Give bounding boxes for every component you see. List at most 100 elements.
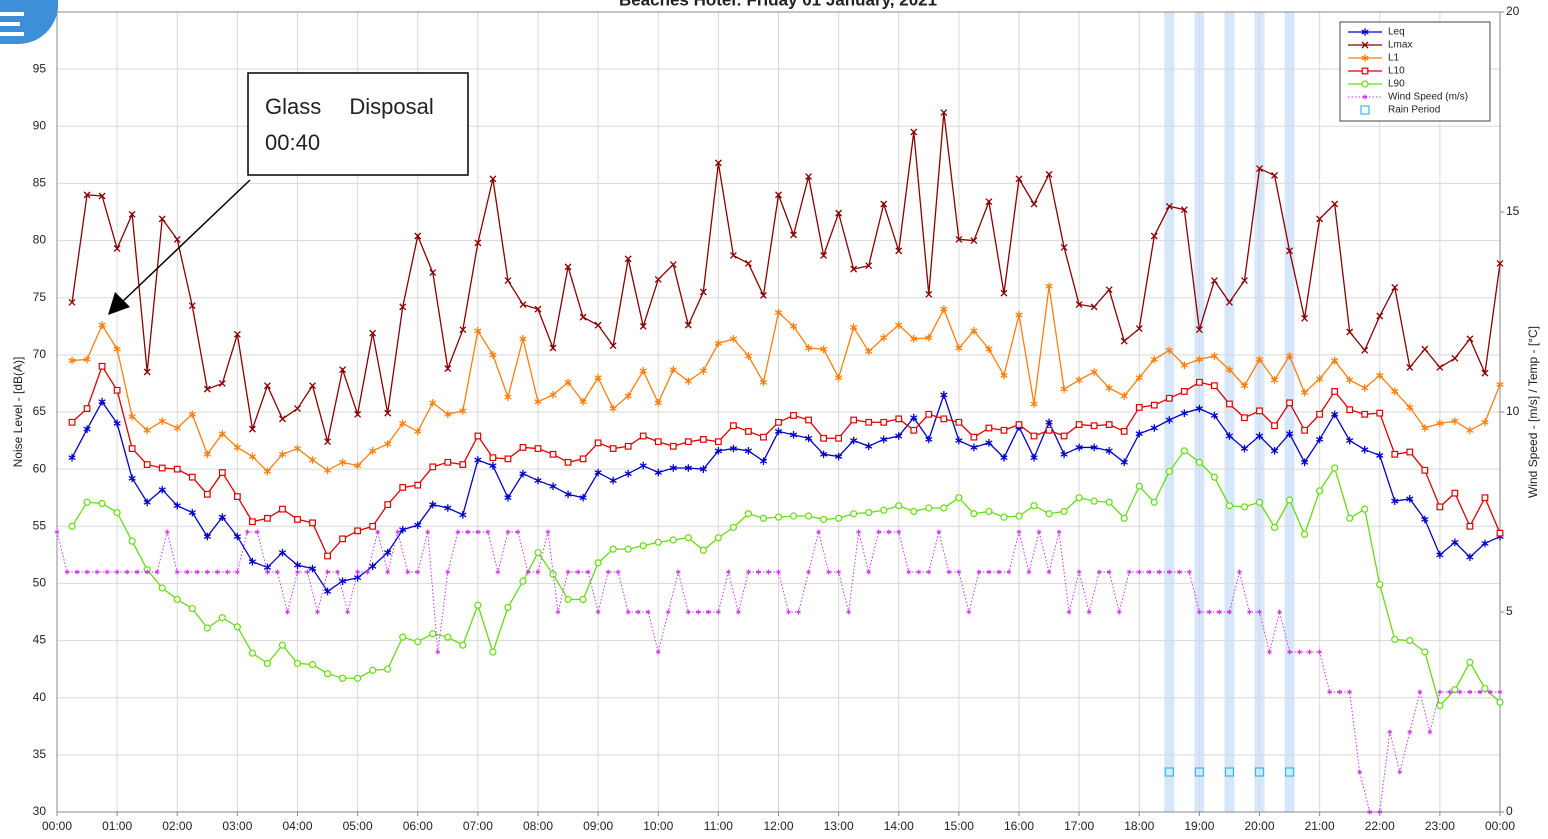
- asterisk-marker: [248, 557, 257, 566]
- square-marker: [233, 493, 241, 500]
- asterisk-marker: [624, 469, 632, 478]
- rain-marker: [1224, 767, 1235, 777]
- asterisk-marker: [143, 426, 151, 435]
- square-marker: [1331, 388, 1339, 395]
- square-marker: [249, 518, 256, 526]
- square-marker: [429, 463, 437, 471]
- x-tick-label: 02:00: [162, 819, 192, 833]
- asterisk-marker: [729, 444, 738, 453]
- x-tick-label: 08:00: [523, 819, 553, 833]
- star-marker: [1006, 569, 1012, 575]
- star-marker: [956, 569, 962, 575]
- chart-title: Beaches Hotel: Friday 01 January, 2021: [619, 0, 937, 9]
- circle-marker: [1481, 684, 1489, 693]
- star-marker: [986, 569, 992, 575]
- star-marker: [1327, 689, 1333, 695]
- asterisk-marker: [1060, 385, 1068, 393]
- asterisk-marker: [173, 424, 181, 432]
- circle-marker: [955, 494, 963, 502]
- circle-marker: [714, 534, 722, 542]
- square-marker: [1316, 410, 1324, 418]
- asterisk-marker: [1451, 538, 1459, 547]
- circle-marker: [1165, 467, 1173, 476]
- star-marker: [1096, 569, 1102, 575]
- asterisk-marker: [233, 532, 242, 541]
- x-tick-label: 04:00: [282, 819, 312, 833]
- circle-marker: [384, 665, 392, 673]
- asterisk-marker: [1466, 426, 1474, 435]
- circle-marker: [1150, 498, 1158, 506]
- x-tick-label: 03:00: [222, 819, 252, 833]
- square-marker: [1271, 422, 1278, 430]
- x-marker: [684, 321, 692, 329]
- circle-marker: [729, 523, 738, 532]
- asterisk-marker: [564, 490, 572, 499]
- x-marker: [910, 128, 918, 136]
- square-marker: [564, 458, 572, 466]
- asterisk-marker: [128, 412, 136, 421]
- asterisk-marker: [504, 393, 512, 401]
- star-marker: [154, 569, 160, 575]
- square-marker: [324, 552, 331, 560]
- asterisk-marker: [1376, 371, 1384, 380]
- asterisk-marker: [955, 344, 963, 352]
- circle-marker: [323, 670, 332, 678]
- asterisk-marker: [1000, 371, 1008, 380]
- circle-marker: [609, 545, 617, 553]
- asterisk-marker: [1421, 424, 1429, 432]
- asterisk-marker: [338, 458, 347, 467]
- square-marker: [1030, 432, 1038, 440]
- star-marker: [94, 569, 100, 575]
- x-marker: [1210, 277, 1218, 285]
- x-marker: [324, 438, 332, 446]
- series-line: [71, 392, 1501, 593]
- x-marker: [1466, 335, 1474, 343]
- asterisk-marker: [804, 434, 813, 443]
- x-marker: [218, 379, 226, 387]
- asterisk-marker: [519, 469, 527, 478]
- star-marker: [1417, 689, 1423, 695]
- square-marker: [775, 418, 782, 426]
- asterisk-marker: [1180, 409, 1188, 417]
- star-marker: [595, 609, 601, 615]
- star-marker: [265, 569, 270, 575]
- x-tick-label: 13:00: [824, 819, 854, 833]
- asterisk-marker: [1090, 443, 1098, 452]
- x-marker: [1481, 369, 1489, 377]
- star-marker: [936, 529, 942, 535]
- square-marker: [414, 481, 422, 489]
- square-marker: [1211, 382, 1218, 390]
- x-marker: [729, 251, 737, 259]
- square-marker: [504, 455, 512, 463]
- annotation: Glass Disposal 00:40: [108, 72, 469, 315]
- star-marker: [124, 569, 130, 575]
- square-marker: [684, 438, 692, 446]
- circle-marker: [1361, 505, 1369, 513]
- asterisk-marker: [1376, 451, 1384, 460]
- y-tick-label: 85: [33, 176, 47, 190]
- star-marker: [946, 569, 952, 575]
- star-marker: [1447, 689, 1453, 695]
- asterisk-marker: [925, 333, 933, 342]
- circle-marker: [880, 506, 888, 514]
- x-tick-label: 19:00: [1184, 819, 1214, 833]
- star-marker: [776, 569, 781, 575]
- asterisk-marker: [1195, 404, 1204, 413]
- asterisk-marker: [68, 453, 76, 462]
- asterisk-marker: [579, 397, 587, 406]
- circle-marker: [83, 498, 91, 506]
- star-marker: [164, 529, 170, 535]
- circle-marker: [759, 514, 768, 522]
- x-tick-label: 07:00: [463, 819, 493, 833]
- asterisk-marker: [549, 391, 557, 399]
- asterisk-marker: [1105, 384, 1113, 392]
- star-marker: [1362, 94, 1368, 100]
- asterisk-marker: [1060, 450, 1068, 459]
- asterisk-marker: [429, 500, 437, 509]
- x-tick-label: 17:00: [1064, 819, 1094, 833]
- asterisk-marker: [1150, 355, 1158, 364]
- circle-marker: [835, 514, 843, 522]
- x-marker: [1150, 232, 1158, 240]
